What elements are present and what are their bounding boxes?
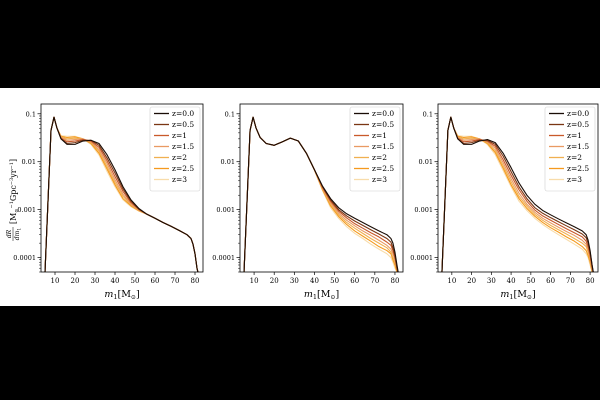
figure: 10 20 30 40 50 60 70 80 0.0001 0.001 0.01 0.1 m1[M⊙]… <box>0 88 600 306</box>
y-tick-label: 0.01 <box>22 158 36 166</box>
y-tick-label: 0.01 <box>221 158 235 166</box>
legend: z=0.0 z=0.5 z=1 z=1.5 z=2 z=2.5 z=3 <box>149 106 201 192</box>
x-tick-label: 40 <box>111 277 120 285</box>
chart-panel-right: 10 20 30 40 50 60 70 80 0.0001 0.001 0.01 0.1 m1[M⊙]… <box>410 103 599 301</box>
x-tick-label: 70 <box>566 277 575 285</box>
legend-label: z=2.5 <box>567 164 589 173</box>
series-line-z=1.5 <box>441 116 594 272</box>
legend-label: z=2.5 <box>172 164 194 173</box>
x-tick-label: 60 <box>546 277 555 285</box>
x-tick-label: 70 <box>370 277 379 285</box>
plot-frame <box>437 103 599 273</box>
x-tick-label: 80 <box>586 277 595 285</box>
x-tick-label: 60 <box>350 277 359 285</box>
y-label-denominator: dm1 <box>14 228 23 241</box>
legend-label: z=1.5 <box>172 142 194 151</box>
legend-label: z=3 <box>567 175 582 184</box>
y-tick-label: 0.0001 <box>410 254 433 262</box>
figure-svg: 10 20 30 40 50 60 70 80 0.0001 0.001 0.01 0.1 m1[M⊙]… <box>6 103 599 301</box>
series-group <box>441 116 594 272</box>
legend-label: z=1 <box>372 131 387 140</box>
y-axis-label: dR dm1 [M⊙−1Gpc−3yr−1] <box>6 159 23 241</box>
x-tick-label: 10 <box>250 277 259 285</box>
series-line-z=0.0 <box>441 116 594 272</box>
x-tick-label: 50 <box>131 277 140 285</box>
legend: z=0.0 z=0.5 z=1 z=1.5 z=2 z=2.5 z=3 <box>349 106 401 192</box>
series-group <box>243 116 399 272</box>
legend-label: z=2 <box>172 153 187 162</box>
x-tick-label: 80 <box>390 277 399 285</box>
series-line-z=0.0 <box>44 116 199 272</box>
y-tick-label: 0.001 <box>17 206 36 214</box>
x-tick-label: 80 <box>191 277 200 285</box>
legend-box <box>544 106 596 192</box>
y-label-numerator: dR <box>6 229 13 238</box>
series-group <box>44 116 199 272</box>
x-axis-label: m1[M⊙] <box>104 289 139 301</box>
x-tick-label: 60 <box>151 277 160 285</box>
x-tick-label: 50 <box>330 277 339 285</box>
legend-label: z=3 <box>172 175 187 184</box>
legend-label: z=0.5 <box>172 120 194 129</box>
series-line-z=0.0 <box>243 116 399 272</box>
legend-label: z=2 <box>372 153 387 162</box>
legend-label: z=1 <box>172 131 187 140</box>
series-line-z=2 <box>441 116 593 272</box>
x-axis-label: m1[M⊙] <box>500 289 535 301</box>
plot-frame <box>40 103 204 273</box>
y-tick-label: 0.001 <box>414 206 433 214</box>
legend-box <box>149 106 201 192</box>
y-tick-label: 0.0001 <box>13 254 36 262</box>
chart-panel-left: 10 20 30 40 50 60 70 80 0.0001 0.001 0.01 0.1 m1[M⊙]… <box>6 103 204 301</box>
legend-label: z=1.5 <box>567 142 589 151</box>
x-axis-label: m1[M⊙] <box>304 289 339 301</box>
legend-label: z=2.5 <box>372 164 394 173</box>
x-tick-label: 40 <box>507 277 516 285</box>
x-tick-label: 30 <box>487 277 496 285</box>
y-tick-label: 0.1 <box>423 110 433 118</box>
series-line-z=2.5 <box>441 116 593 272</box>
y-label-unit: [M⊙−1Gpc−3yr−1] <box>9 159 20 224</box>
legend: z=0.0 z=0.5 z=1 z=1.5 z=2 z=2.5 z=3 <box>544 106 596 192</box>
legend-label: z=2 <box>567 153 582 162</box>
y-tick-label: 0.1 <box>225 110 235 118</box>
legend-label: z=0.0 <box>172 109 194 118</box>
x-tick-label: 20 <box>467 277 476 285</box>
legend-label: z=1 <box>567 131 582 140</box>
legend-label: z=0.0 <box>372 109 394 118</box>
y-tick-label: 0.01 <box>419 158 433 166</box>
x-tick-label: 30 <box>91 277 100 285</box>
x-tick-label: 30 <box>290 277 299 285</box>
legend-label: z=3 <box>372 175 387 184</box>
legend-label: z=0.0 <box>567 109 589 118</box>
legend-label: z=0.5 <box>567 120 589 129</box>
plot-frame <box>239 103 404 273</box>
x-tick-label: 50 <box>526 277 535 285</box>
legend-label: z=0.5 <box>372 120 394 129</box>
legend-label: z=1.5 <box>372 142 394 151</box>
y-tick-label: 0.1 <box>26 110 36 118</box>
y-tick-label: 0.001 <box>216 206 235 214</box>
legend-box <box>349 106 401 192</box>
x-tick-label: 10 <box>447 277 456 285</box>
chart-panel-middle: 10 20 30 40 50 60 70 80 0.0001 0.001 0.01 0.1 m1[M⊙]… <box>212 103 404 301</box>
x-tick-label: 70 <box>171 277 180 285</box>
series-line-z=3 <box>441 116 593 272</box>
x-tick-label: 10 <box>51 277 60 285</box>
y-tick-label: 0.0001 <box>212 254 235 262</box>
x-tick-label: 20 <box>270 277 279 285</box>
series-line-z=1 <box>441 116 594 272</box>
x-tick-label: 40 <box>310 277 319 285</box>
x-tick-label: 20 <box>71 277 80 285</box>
